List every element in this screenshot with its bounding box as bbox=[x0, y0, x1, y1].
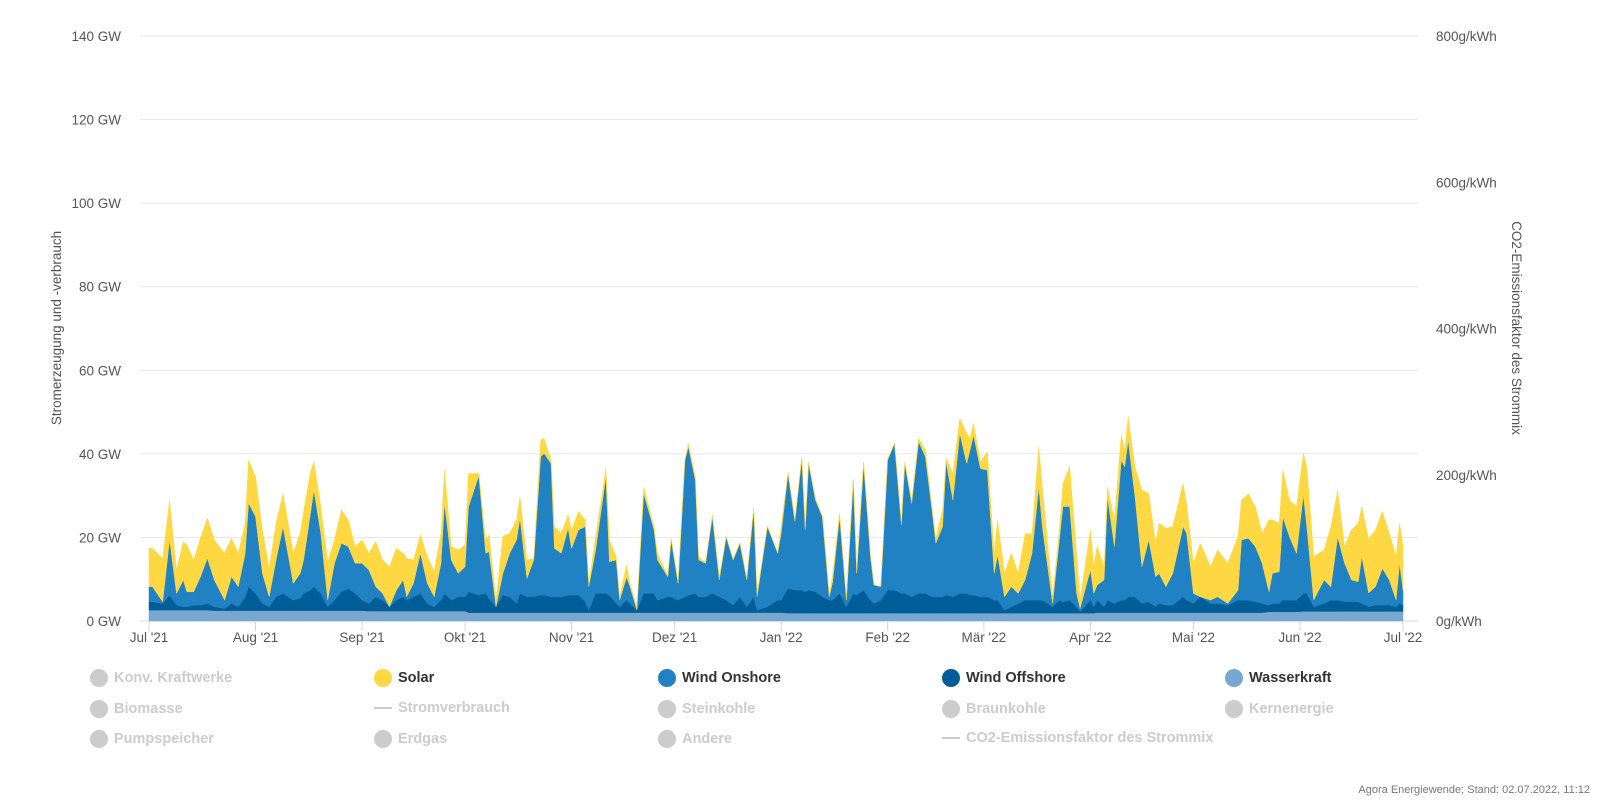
legend-label: Andere bbox=[682, 731, 732, 747]
x-tick-label: Jul '22 bbox=[1384, 630, 1423, 645]
legend-dot-icon bbox=[374, 730, 392, 748]
y-tick-label-left: 0 GW bbox=[86, 614, 121, 629]
legend-item-pumpspeicher[interactable]: Pumpspeicher bbox=[90, 730, 214, 748]
legend-label: Wind Onshore bbox=[682, 670, 781, 686]
legend-dot-icon bbox=[658, 669, 676, 687]
legend-item-wind-offshore[interactable]: Wind Offshore bbox=[942, 669, 1066, 687]
x-tick-label: Okt '21 bbox=[444, 630, 486, 645]
chart: 0 GW 20 GW 40 GW 60 GW 80 GW 100 GW 120 GW 140 … bbox=[49, 29, 1524, 645]
y-axis-right-title: CO2-Emissionsfaktor des Strommix bbox=[1509, 221, 1524, 435]
legend-dot-icon bbox=[942, 700, 960, 718]
legend-label: Erdgas bbox=[398, 731, 448, 747]
legend-label: Stromverbrauch bbox=[398, 700, 511, 716]
x-tick-label: Jun '22 bbox=[1278, 630, 1321, 645]
legend-item-andere[interactable]: Andere bbox=[658, 730, 732, 748]
legend-label: Biomasse bbox=[114, 701, 183, 717]
legend-dot-icon bbox=[90, 700, 108, 718]
legend-dot-icon bbox=[90, 730, 108, 748]
x-tick-label: Feb '22 bbox=[865, 630, 910, 645]
source-credit: Agora Energiewende; Stand: 02.07.2022, 1… bbox=[1358, 784, 1590, 796]
y-tick-label-right: 600g/kWh bbox=[1436, 175, 1497, 190]
legend-label: Wasserkraft bbox=[1249, 670, 1332, 686]
y-tick-label-right: 800g/kWh bbox=[1436, 29, 1497, 44]
y-axis-left-title: Stromerzeugung und -verbrauch bbox=[49, 231, 64, 425]
legend-dot-icon bbox=[374, 669, 392, 687]
legend-dot-icon bbox=[658, 730, 676, 748]
legend-item-co2-emissionsfaktor-des-strommix[interactable]: CO2-Emissionsfaktor des Strommix bbox=[942, 730, 1213, 746]
legend-dot-icon bbox=[658, 700, 676, 718]
y-tick-label-left: 140 GW bbox=[71, 29, 121, 44]
x-tick-label: Mär '22 bbox=[962, 630, 1007, 645]
y-axis-right-ticks: 0g/kWh 200g/kWh 400g/kWh 600g/kWh 800g/kWh bbox=[1436, 29, 1497, 629]
legend-item-wasserkraft[interactable]: Wasserkraft bbox=[1225, 669, 1331, 687]
area-solar[interactable] bbox=[148, 416, 1404, 611]
y-tick-label-left: 60 GW bbox=[79, 363, 121, 378]
gridlines bbox=[140, 35, 1418, 622]
legend-dot-icon bbox=[90, 669, 108, 687]
legend-label: Wind Offshore bbox=[966, 670, 1066, 686]
x-tick-label: Sep '21 bbox=[339, 630, 384, 645]
x-tick-label: Aug '21 bbox=[233, 630, 278, 645]
y-tick-label-left: 80 GW bbox=[79, 280, 121, 295]
x-tick-label: Dez '21 bbox=[652, 630, 697, 645]
legend-item-biomasse[interactable]: Biomasse bbox=[90, 700, 183, 718]
y-tick-label-left: 120 GW bbox=[71, 113, 121, 128]
x-axis-ticks: Jul '21 Aug '21 Sep '21 Okt '21 Nov '21 Dez '… bbox=[130, 621, 1423, 645]
y-tick-label-left: 20 GW bbox=[79, 530, 121, 545]
y-tick-label-right: 0g/kWh bbox=[1436, 614, 1482, 629]
legend-label: Konv. Kraftwerke bbox=[114, 670, 233, 686]
y-tick-label-left: 40 GW bbox=[79, 447, 121, 462]
x-tick-label: Mai '22 bbox=[1172, 630, 1215, 645]
legend-dot-icon bbox=[1225, 669, 1243, 687]
legend-item-braunkohle[interactable]: Braunkohle bbox=[942, 700, 1046, 718]
legend-label: CO2-Emissionsfaktor des Strommix bbox=[966, 730, 1214, 746]
legend-item-solar[interactable]: Solar bbox=[374, 669, 434, 687]
legend-item-stromverbrauch[interactable]: Stromverbrauch bbox=[374, 700, 510, 716]
legend-label: Pumpspeicher bbox=[114, 731, 214, 747]
legend-label: Steinkohle bbox=[682, 701, 756, 717]
legend-item-steinkohle[interactable]: Steinkohle bbox=[658, 700, 755, 718]
y-tick-label-right: 200g/kWh bbox=[1436, 468, 1497, 483]
x-tick-label: Jan '22 bbox=[760, 630, 803, 645]
legend-label: Braunkohle bbox=[966, 701, 1046, 717]
y-tick-label-left: 100 GW bbox=[71, 196, 121, 211]
legend-item-kernenergie[interactable]: Kernenergie bbox=[1225, 700, 1334, 718]
x-tick-label: Apr '22 bbox=[1069, 630, 1111, 645]
legend-item-konv-kraftwerke[interactable]: Konv. Kraftwerke bbox=[90, 669, 232, 687]
legend-label: Kernenergie bbox=[1249, 701, 1334, 717]
legend-dot-icon bbox=[942, 669, 960, 687]
y-axis-left-ticks: 0 GW 20 GW 40 GW 60 GW 80 GW 100 GW 120 GW 140 … bbox=[71, 29, 121, 629]
legend-item-erdgas[interactable]: Erdgas bbox=[374, 730, 447, 748]
x-tick-label: Jul '21 bbox=[130, 630, 169, 645]
legend-label: Solar bbox=[398, 670, 435, 686]
legend-line-icon bbox=[374, 707, 392, 709]
legend-dot-icon bbox=[1225, 700, 1243, 718]
stacked-areas bbox=[148, 416, 1404, 622]
legend-line-icon bbox=[942, 737, 960, 739]
legend-item-wind-onshore[interactable]: Wind Onshore bbox=[658, 669, 781, 687]
x-tick-label: Nov '21 bbox=[549, 630, 594, 645]
y-tick-label-right: 400g/kWh bbox=[1436, 322, 1497, 337]
